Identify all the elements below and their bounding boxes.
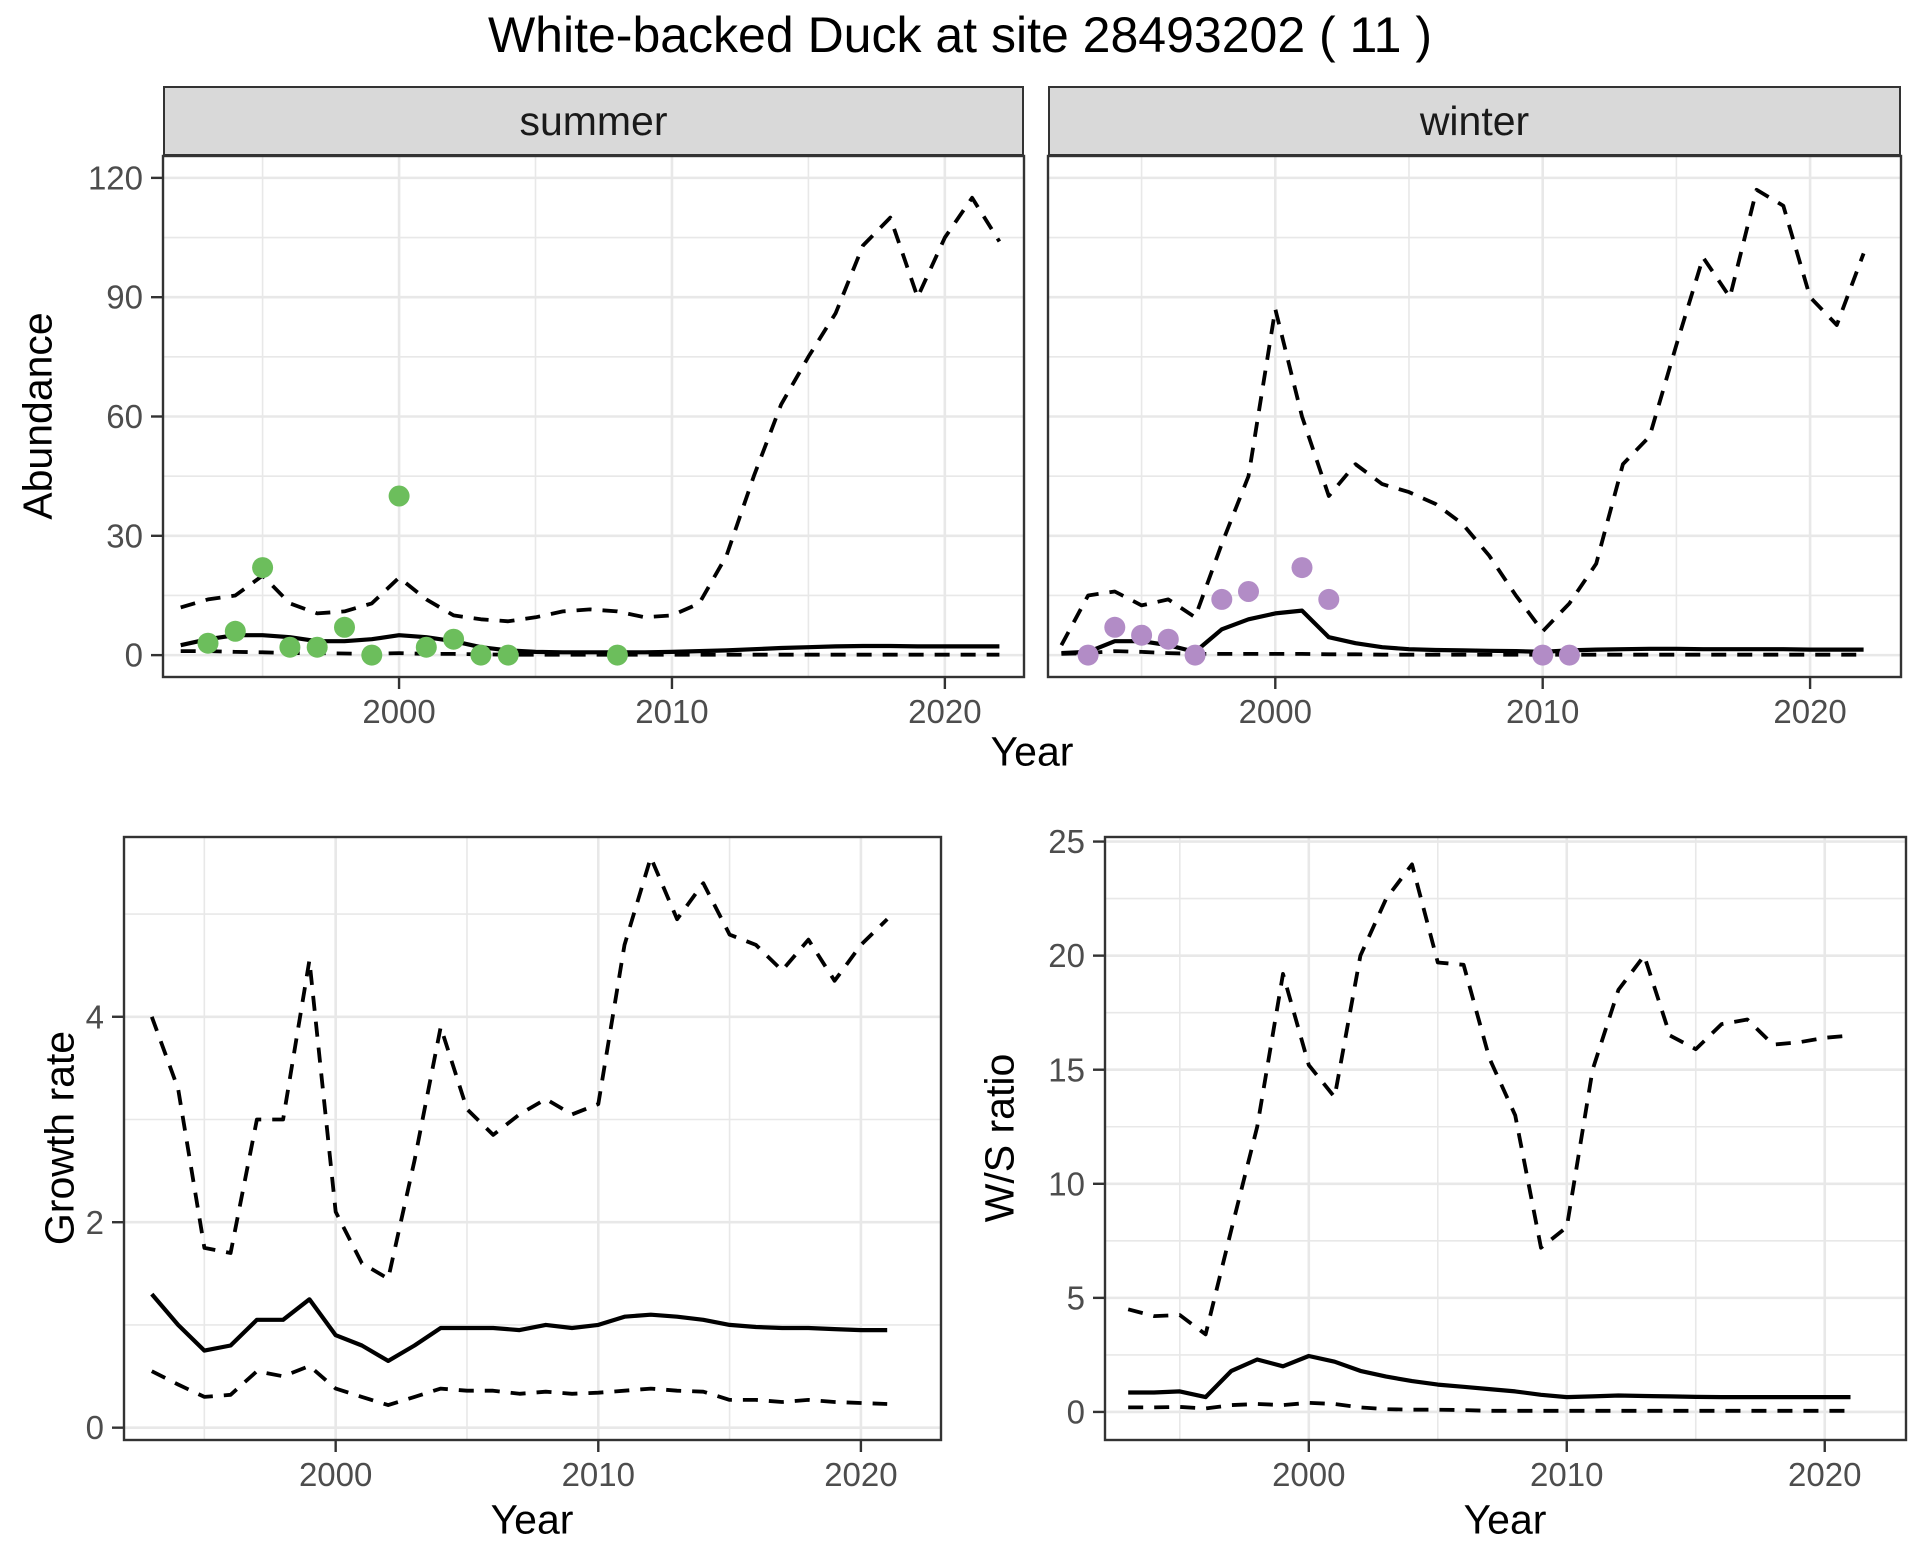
data-point <box>279 636 301 658</box>
data-point <box>1558 644 1580 666</box>
x-tick-label: 2000 <box>1272 1456 1345 1493</box>
data-point <box>415 636 437 658</box>
data-point <box>1157 628 1179 650</box>
facet-strip-summer: summer <box>163 86 1024 156</box>
data-point <box>497 644 519 666</box>
abundance-winter-panel: 2000 2010 2020 <box>1046 154 1903 730</box>
x-tick-label: 2000 <box>362 693 435 730</box>
growth-rate-lower_ci-line <box>150 1364 888 1407</box>
x-axis-title-year-bottom-right: Year <box>1463 1496 1547 1543</box>
abundance-summer-upper_ci-line <box>180 195 1002 624</box>
x-tick-label: 2000 <box>299 1456 372 1493</box>
x-axis-title-year-bottom-left: Year <box>490 1496 574 1543</box>
facet-strip-winter: winter <box>1048 86 1901 156</box>
plot-title: White-backed Duck at site 28493202 ( 11 … <box>487 7 1433 63</box>
data-point <box>1184 644 1206 666</box>
data-point <box>1532 644 1554 666</box>
facet-strip-winter-label: winter <box>1419 97 1530 144</box>
data-point <box>224 620 246 642</box>
y-axis-title-growth-rate: Growth rate <box>36 1030 83 1246</box>
x-tick-label: 2000 <box>1239 693 1312 730</box>
data-point <box>1077 644 1099 666</box>
y-tick-label: 2 <box>86 1204 104 1241</box>
data-point <box>1211 588 1233 610</box>
x-axis-title-year-top: Year <box>990 728 1074 775</box>
x-tick-label: 2020 <box>1788 1456 1861 1493</box>
data-point <box>1238 581 1259 602</box>
y-tick-label: 0 <box>86 1409 104 1446</box>
y-tick-label: 5 <box>1067 1279 1085 1316</box>
y-tick-label: 20 <box>1048 937 1085 974</box>
y-axis-title-abundance: Abundance <box>14 312 61 520</box>
y-tick-label: 10 <box>1048 1165 1085 1202</box>
data-point <box>470 644 492 666</box>
data-point <box>252 557 274 579</box>
y-tick-label: 15 <box>1048 1051 1085 1088</box>
y-tick-label: 0 <box>125 637 143 674</box>
growth-rate-median-line <box>150 1292 888 1363</box>
facet-strip-summer-label: summer <box>519 97 668 144</box>
data-point <box>334 616 355 638</box>
data-point <box>388 485 410 507</box>
y-tick-label: 120 <box>88 159 143 196</box>
data-point <box>306 636 328 658</box>
x-tick-label: 2020 <box>908 693 981 730</box>
data-point <box>197 632 219 654</box>
data-point <box>1318 588 1340 610</box>
x-tick-label: 2010 <box>1506 693 1579 730</box>
data-point <box>1104 616 1126 638</box>
y-axis-title-ws-ratio: W/S ratio <box>976 1053 1023 1223</box>
data-point <box>1131 624 1153 646</box>
ws-ratio-median-line <box>1128 1353 1851 1400</box>
ws-ratio-lower_ci-line <box>1128 1400 1851 1413</box>
x-tick-label: 2010 <box>1530 1456 1603 1493</box>
y-tick-label: 30 <box>106 517 143 554</box>
observed-counts-summer <box>197 485 628 666</box>
x-tick-label: 2010 <box>562 1456 635 1493</box>
y-tick-label: 25 <box>1048 823 1085 860</box>
x-tick-label: 2020 <box>824 1456 897 1493</box>
abundance-summer-panel: 2000 2010 2020 0 30 60 90 120 <box>88 154 1026 730</box>
y-tick-label: 4 <box>86 998 104 1035</box>
x-tick-label: 2010 <box>635 693 708 730</box>
observed-counts-winter <box>1077 557 1580 666</box>
y-tick-label: 90 <box>106 279 143 316</box>
ws-ratio-upper_ci-line <box>1127 862 1851 1337</box>
x-tick-label: 2020 <box>1773 693 1846 730</box>
y-tick-label: 60 <box>106 398 143 435</box>
growth-rate-upper_ci-line <box>150 855 889 1281</box>
ws-ratio-panel: 2000 2010 2020 0 5 10 15 20 25 <box>1048 823 1908 1493</box>
data-point <box>606 644 628 666</box>
data-point <box>443 628 465 650</box>
data-point <box>1291 557 1313 579</box>
data-point <box>361 644 383 666</box>
growth-rate-panel: 2000 2010 2020 0 2 4 <box>86 835 943 1493</box>
y-tick-label: 0 <box>1067 1393 1085 1430</box>
